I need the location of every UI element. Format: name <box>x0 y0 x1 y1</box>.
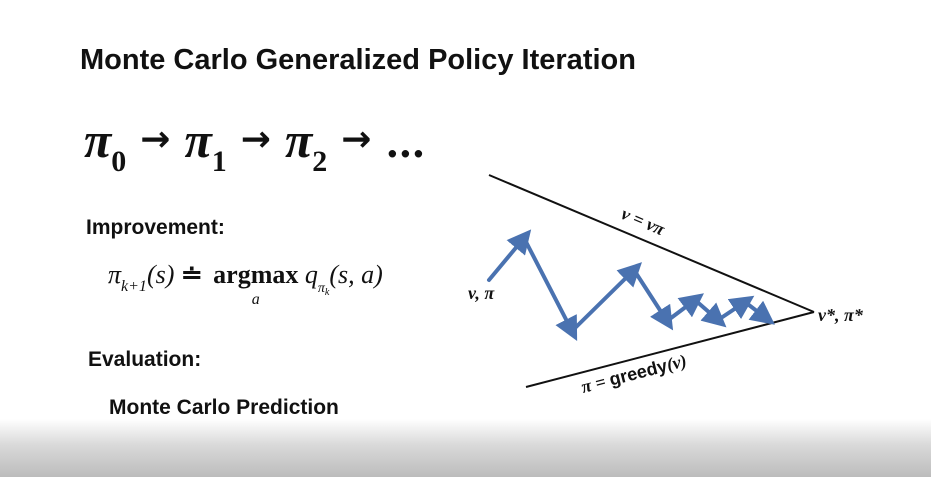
q-symbol: q <box>304 260 318 289</box>
sequence-arrow: → <box>140 119 171 160</box>
bottom-fade <box>0 419 931 477</box>
lhs-policy-index: k+1 <box>121 278 147 295</box>
zigzag-arrow <box>487 229 532 282</box>
q-arguments: (s, a) <box>329 260 383 289</box>
policy-0: π0 <box>84 112 127 178</box>
argmax-subscript: a <box>251 291 260 308</box>
policy-line-label: π = greedy(v) <box>579 350 689 397</box>
slide-title: Monte Carlo Generalized Policy Iteration <box>80 44 636 76</box>
end-label: v*, π* <box>818 305 864 325</box>
sequence-ellipsis: … <box>385 120 426 167</box>
sequence-arrow: → <box>341 119 372 160</box>
evaluation-method: Monte Carlo Prediction <box>109 396 339 419</box>
value-line <box>488 174 815 313</box>
zigzag-arrow <box>665 293 704 323</box>
relation-symbol: ≐ <box>180 260 203 289</box>
zigzag-arrow <box>716 295 755 322</box>
zigzag-arrow <box>632 268 674 331</box>
zigzag-arrow <box>570 262 642 333</box>
policy-sequence: π0 → π1 → π2 → … <box>84 115 425 177</box>
improvement-equation: πk+1(s) ≐ argmax a qπk(s, a) <box>108 260 383 308</box>
policy-2: π2 <box>284 112 328 178</box>
improvement-heading: Improvement: <box>86 216 225 239</box>
zigzag-arrow <box>693 298 727 328</box>
q-subscript: πk <box>317 281 330 298</box>
lhs-argument: (s) <box>146 260 175 289</box>
lhs-policy-symbol: π <box>108 260 122 289</box>
zigzag-arrow <box>522 236 578 341</box>
sequence-arrow: → <box>240 119 271 160</box>
zigzag-path <box>487 229 775 341</box>
policy-1: π1 <box>184 112 227 178</box>
zigzag-arrow <box>743 300 775 325</box>
value-line-label: v = vπ <box>618 203 668 239</box>
start-label: v, π <box>468 283 495 303</box>
evaluation-heading: Evaluation: <box>88 348 202 371</box>
argmax-operator: argmax a <box>213 260 299 308</box>
